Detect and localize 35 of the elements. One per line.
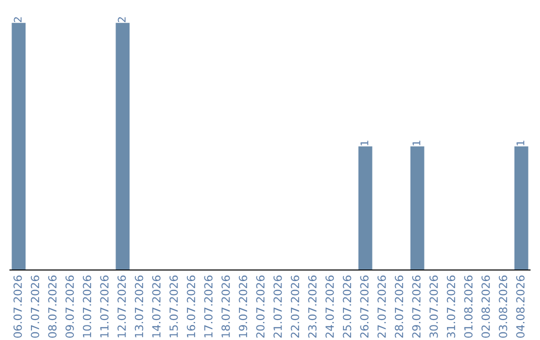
x-tick-label: 07.07.2026 bbox=[30, 276, 40, 338]
x-tick-label: 18.07.2026 bbox=[221, 276, 230, 338]
x-tick-label: 11.07.2026 bbox=[100, 276, 109, 338]
x-tick-label: 29.07.2026 bbox=[412, 276, 421, 338]
x-tick-label: 28.07.2026 bbox=[394, 276, 404, 338]
x-tick-label: 03.08.2026 bbox=[498, 276, 508, 338]
x-tick-label: 22.07.2026 bbox=[290, 276, 300, 338]
x-tick-label: 17.07.2026 bbox=[204, 276, 213, 338]
x-tick-label: 19.07.2026 bbox=[238, 276, 248, 338]
x-tick-label: 26.07.2026 bbox=[360, 276, 369, 338]
x-tick-label: 20.07.2026 bbox=[256, 276, 265, 338]
x-tick-label: 24.07.2026 bbox=[325, 276, 334, 338]
data-label: 1 bbox=[412, 140, 420, 146]
data-label: 1 bbox=[360, 140, 368, 146]
x-tick-label: 04.08.2026 bbox=[516, 276, 525, 338]
x-tick-label: 09.07.2026 bbox=[65, 276, 74, 338]
x-tick-label: 16.07.2026 bbox=[186, 276, 196, 338]
x-tick-label: 08.07.2026 bbox=[48, 276, 57, 338]
x-tick-label: 15.07.2026 bbox=[169, 276, 178, 338]
x-tick-label: 25.07.2026 bbox=[342, 276, 352, 338]
x-tick-label: 02.08.2026 bbox=[481, 276, 490, 338]
x-tick-label: 01.08.2026 bbox=[464, 276, 473, 338]
x-tick-label: 06.07.2026 bbox=[13, 276, 22, 338]
x-tick-label: 12.07.2026 bbox=[117, 276, 126, 338]
data-label: 2 bbox=[14, 17, 22, 22]
x-tick-label: 27.07.2026 bbox=[377, 276, 386, 338]
x-tick-label: 13.07.2026 bbox=[134, 276, 144, 338]
x-tick-label: 21.07.2026 bbox=[273, 276, 282, 338]
x-tick-label: 10.07.2026 bbox=[82, 276, 92, 338]
data-label: 1 bbox=[516, 140, 524, 146]
x-tick-label: 30.07.2026 bbox=[429, 276, 438, 338]
x-tick-label: 31.07.2026 bbox=[446, 276, 456, 338]
x-tick-label: 14.07.2026 bbox=[152, 276, 161, 338]
x-tick-label: 23.07.2026 bbox=[308, 276, 317, 338]
data-label: 2 bbox=[118, 17, 126, 22]
